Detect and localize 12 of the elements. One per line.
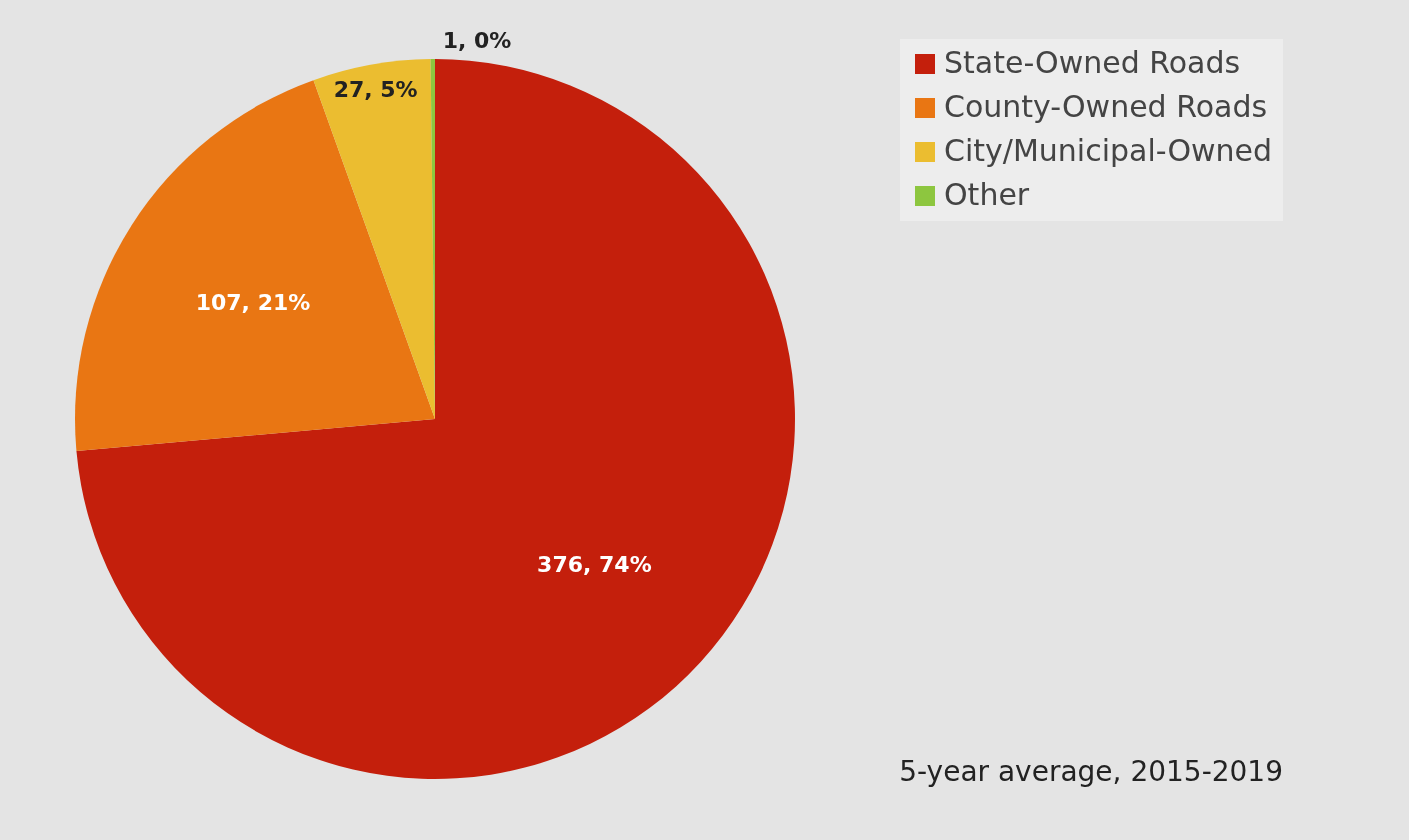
- legend-label: State-Owned Roads: [944, 45, 1241, 80]
- legend-label: County-Owned Roads: [944, 89, 1268, 124]
- data-label: 107, 21%: [195, 289, 311, 315]
- data-label: 376, 74%: [537, 551, 652, 577]
- text: 5-year average, 2015-2019: [899, 755, 1283, 788]
- data-label: 1, 0%: [442, 28, 512, 54]
- pie-slice: [76, 59, 795, 779]
- legend-label: City/Municipal-Owned: [944, 133, 1273, 168]
- pie-slice: [75, 80, 435, 452]
- legend-label: Other: [944, 177, 1030, 212]
- pie-slice: [313, 59, 435, 419]
- data-label: 27, 5%: [333, 76, 418, 102]
